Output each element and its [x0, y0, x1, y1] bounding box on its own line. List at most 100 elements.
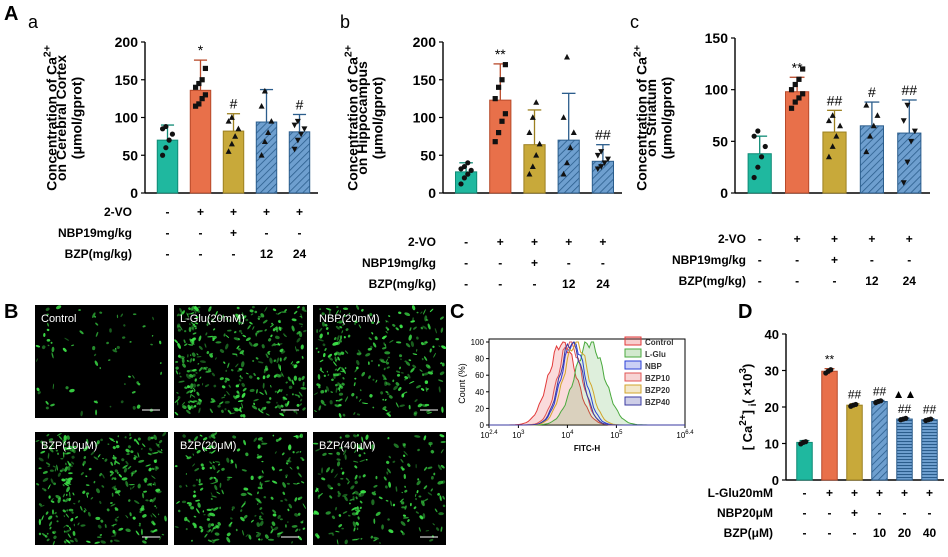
cell — [422, 373, 425, 377]
cell — [408, 334, 412, 341]
row-sign: - — [498, 277, 502, 291]
cell — [301, 481, 305, 484]
data-point — [228, 114, 235, 120]
cell — [415, 348, 418, 352]
bar — [796, 441, 813, 481]
cell — [131, 472, 134, 477]
cell — [353, 434, 357, 438]
y-tick-label: 0 — [772, 473, 779, 488]
superscript: 2+ — [42, 45, 54, 57]
cell — [38, 467, 42, 470]
cell — [341, 471, 345, 475]
cell — [65, 386, 69, 390]
data-point — [792, 99, 798, 105]
row-sign: - — [878, 506, 882, 520]
cell — [439, 495, 442, 502]
cell — [370, 535, 374, 539]
cell — [302, 503, 306, 509]
y-tick-label: 200 — [413, 34, 437, 50]
cell — [259, 515, 262, 518]
cell — [174, 398, 180, 404]
cell — [351, 507, 357, 511]
data-point — [863, 101, 870, 108]
cell — [400, 358, 402, 361]
row-sign: 24 — [903, 274, 917, 288]
cell — [235, 313, 241, 319]
cell — [354, 465, 358, 469]
cell — [263, 496, 267, 499]
cell — [382, 398, 385, 401]
cell — [237, 400, 244, 403]
cell — [295, 411, 298, 415]
cell — [210, 523, 215, 527]
cell — [198, 478, 201, 484]
cell — [281, 412, 284, 416]
cell — [41, 345, 46, 350]
x-tick-exp: 3 — [521, 430, 525, 436]
cell — [291, 318, 297, 322]
cell — [48, 515, 53, 520]
data-point — [261, 138, 268, 145]
cell — [270, 496, 274, 500]
cell — [319, 359, 324, 363]
cell — [188, 502, 192, 507]
cell — [198, 366, 203, 372]
cell — [54, 468, 57, 472]
cell — [155, 488, 161, 492]
cell — [344, 396, 349, 402]
cell — [114, 490, 121, 494]
cell — [198, 483, 203, 486]
cell — [260, 313, 265, 318]
cell — [329, 440, 332, 444]
cell — [260, 538, 263, 541]
row-sign: + — [794, 232, 801, 246]
sublabel-c: c — [630, 12, 639, 32]
cell — [386, 361, 390, 365]
cell — [62, 493, 66, 498]
cell — [114, 347, 117, 350]
cell — [52, 531, 55, 534]
cell — [325, 327, 329, 330]
row-sign: + — [831, 253, 838, 267]
cell — [293, 435, 299, 437]
cell — [176, 313, 180, 317]
cell — [272, 308, 277, 312]
cell — [349, 498, 355, 501]
cell — [245, 452, 249, 457]
cell — [190, 321, 195, 326]
cell — [101, 458, 105, 460]
cell — [325, 307, 332, 311]
y-axis-title-part: [ Ca — [740, 425, 755, 450]
cell — [80, 506, 83, 511]
cell — [83, 510, 86, 513]
cell — [73, 502, 76, 505]
cell — [53, 535, 57, 540]
cell — [40, 504, 45, 508]
cell — [207, 539, 213, 543]
y-axis-title-part: ] — [740, 406, 755, 414]
cell — [136, 381, 139, 384]
cell — [132, 516, 136, 520]
cell — [190, 354, 192, 357]
cell — [315, 533, 319, 537]
cell — [404, 489, 408, 493]
cell — [51, 346, 55, 353]
cell — [69, 388, 75, 393]
y-tick-label: 0 — [480, 421, 485, 430]
data-point — [163, 145, 169, 151]
cell — [400, 530, 404, 534]
cell — [194, 467, 200, 472]
cell — [429, 538, 434, 542]
cell — [253, 372, 256, 377]
cell — [242, 315, 247, 320]
cell — [383, 476, 387, 481]
significance-label: ## — [827, 92, 843, 108]
cell — [256, 453, 259, 456]
cell — [148, 447, 153, 452]
cell — [43, 333, 46, 338]
cell — [122, 464, 128, 469]
cell — [255, 532, 262, 538]
y-axis-title-line: on Cerebral Cortex — [53, 55, 69, 181]
cell — [45, 406, 49, 410]
x-tick-exp: 4 — [570, 430, 574, 436]
